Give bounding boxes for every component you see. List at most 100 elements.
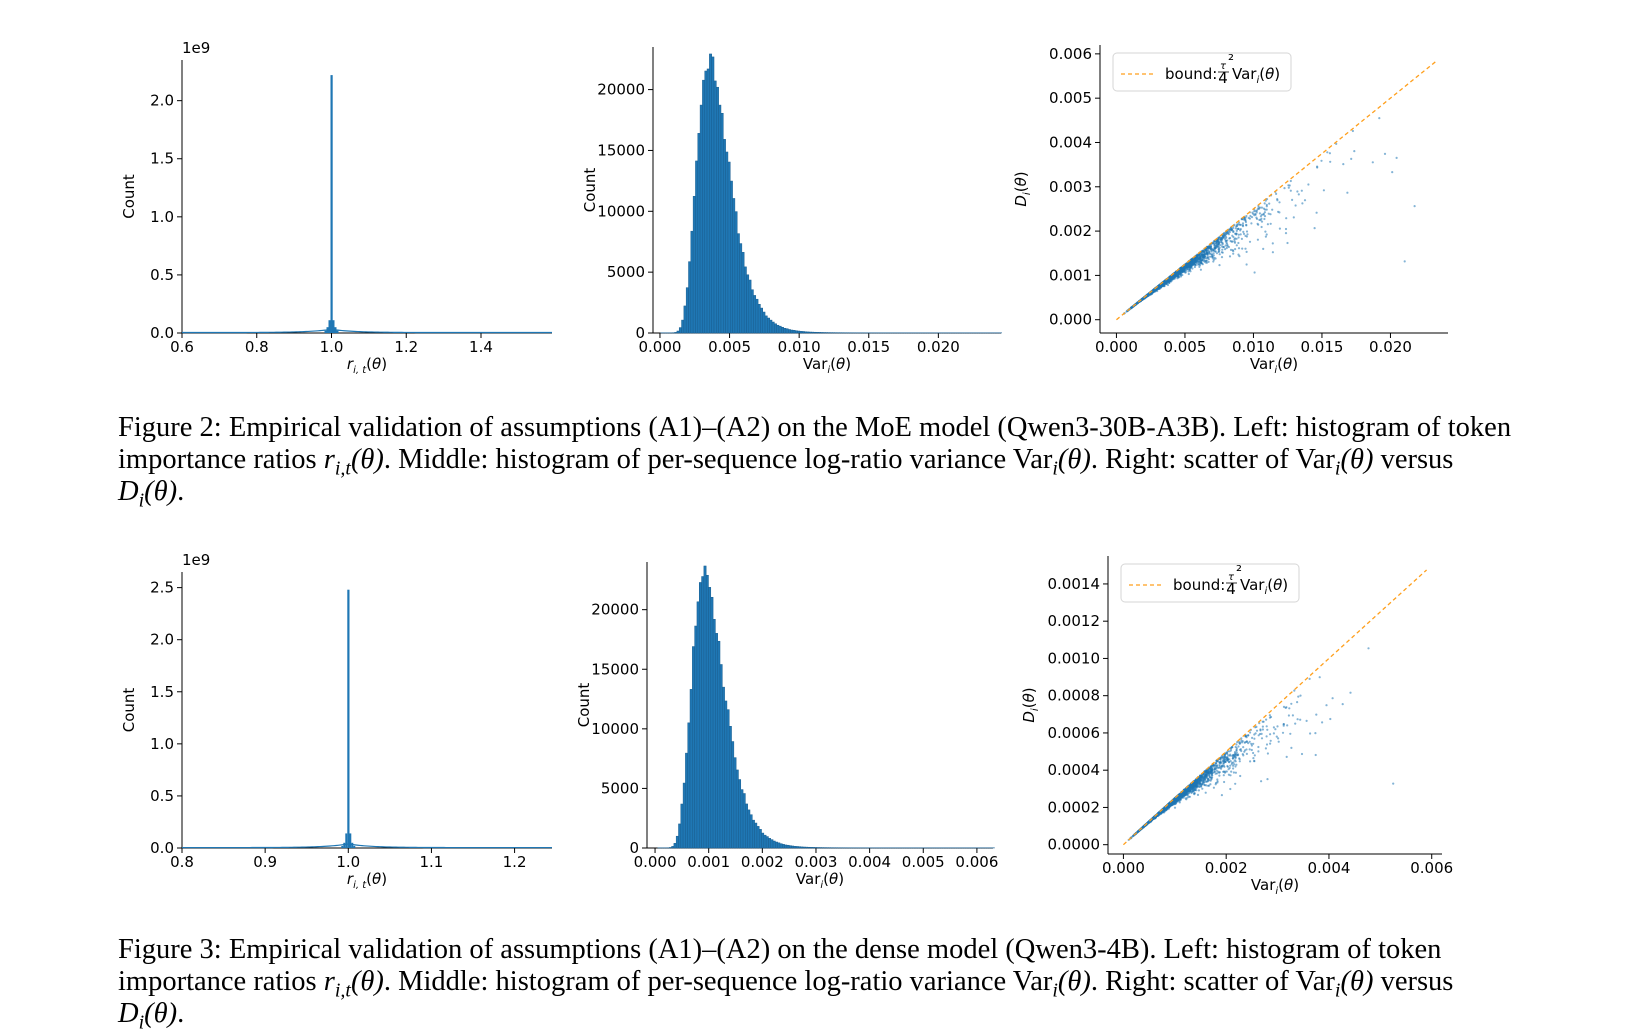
histogram-bar: [334, 327, 337, 333]
scatter-point: [1331, 697, 1334, 700]
histogram-bar: [814, 847, 818, 849]
scatter-point: [1286, 724, 1289, 727]
histogram-bar: [800, 846, 804, 849]
histogram-bar: [349, 833, 352, 848]
scatter-point: [1213, 770, 1216, 773]
scatter-point: [1234, 248, 1237, 251]
histogram-bar: [732, 198, 736, 334]
scatter-point: [1184, 797, 1187, 800]
x-tick-label: 1.4: [469, 338, 493, 356]
scatter-point: [1253, 271, 1256, 274]
scatter-point: [1245, 235, 1248, 238]
scatter-panel: 0.000 0.002 0.004 0.0060.00000.00020.00040.…: [1020, 556, 1453, 897]
histogram-bar: [785, 328, 789, 334]
scatter-point: [1289, 189, 1292, 192]
scatter-point: [1271, 242, 1274, 245]
scatter-point: [1285, 217, 1288, 220]
scatter-point: [1210, 250, 1213, 253]
scatter-point: [1392, 782, 1395, 785]
histogram-bar: [802, 846, 806, 849]
y-multiplier: 1e9: [182, 39, 210, 57]
histogram-bar: [716, 86, 719, 334]
scatter-point: [1285, 706, 1288, 709]
scatter-points: [1127, 647, 1395, 842]
x-tick-label: 0.015: [847, 338, 890, 356]
scatter-point: [1299, 694, 1302, 697]
histogram-bar: [695, 160, 699, 334]
scatter-point: [1245, 263, 1248, 266]
histogram-bar: [792, 330, 796, 334]
scatter-point: [1378, 117, 1381, 120]
scatter-point: [1209, 252, 1212, 255]
scatter-point: [1190, 258, 1193, 261]
histogram-bar: [683, 305, 687, 334]
ratio-histogram-panel: 0.8 0.9 1.0 1.1 1.20.00.51.01.52.02.51e9Coun…: [120, 551, 552, 891]
scatter-point: [1207, 249, 1210, 252]
scatter-point: [1274, 728, 1277, 731]
scatter-point: [1147, 294, 1150, 297]
histogram-bar: [704, 70, 708, 334]
histogram-bar: [767, 317, 770, 334]
scatter-point: [1265, 205, 1268, 208]
scatter-point: [1222, 774, 1225, 777]
y-tick-label: 15000: [597, 141, 645, 159]
scatter-point: [1247, 734, 1250, 737]
scatter-point: [1299, 718, 1302, 721]
scatter-point: [1260, 737, 1264, 740]
scatter-point: [1196, 261, 1199, 265]
scatter-point: [1263, 211, 1266, 214]
scatter-point: [1253, 210, 1256, 213]
scatter-point: [1266, 223, 1269, 226]
scatter-point: [1245, 230, 1249, 233]
histogram-bar: [692, 646, 695, 849]
histogram-bar: [752, 819, 755, 849]
histogram-bar: [811, 331, 815, 334]
scatter-point: [1255, 211, 1258, 214]
scatter-point: [1353, 150, 1356, 153]
y-tick-label: 2.0: [150, 631, 174, 649]
scatter-point: [1307, 183, 1310, 186]
scatter-point: [1231, 240, 1234, 243]
y-tick-label: 10000: [591, 720, 639, 738]
y-tick-label: 0.0: [150, 324, 174, 342]
histogram-bar: [815, 332, 819, 334]
histogram-bar: [332, 320, 335, 333]
scatter-point: [1217, 766, 1220, 769]
histogram-bar: [771, 321, 775, 334]
histogram-bar: [805, 846, 808, 849]
scatter-point: [1184, 269, 1187, 272]
scatter-point: [1229, 248, 1233, 251]
histogram-bar: [681, 319, 685, 334]
legend-label: bound:: [1165, 65, 1217, 83]
scatter-point: [1253, 759, 1256, 763]
y-tick-label: 0.000: [1049, 311, 1092, 329]
histogram-bar: [706, 68, 710, 334]
histogram-bar: [749, 814, 753, 849]
scatter-point: [1263, 215, 1267, 218]
scatter-point: [1201, 263, 1204, 266]
scatter-point: [1198, 265, 1201, 268]
scatter-point: [1248, 240, 1252, 243]
y-tick-label: 1.5: [150, 683, 174, 701]
histogram-bar: [341, 845, 344, 848]
scatter-point: [1277, 740, 1280, 743]
scatter-point: [1210, 255, 1213, 258]
x-tick-label: 0.6: [170, 338, 194, 356]
histogram-bar: [761, 832, 765, 849]
scatter-point: [1232, 767, 1235, 770]
y-tick-label: 0.0000: [1048, 836, 1101, 854]
scatter-point: [1201, 787, 1204, 790]
histogram-bar: [779, 843, 783, 849]
scatter-point: [1189, 270, 1192, 273]
scatter-point: [1216, 780, 1219, 783]
y-tick-label: 20000: [597, 81, 645, 99]
histogram-bar: [809, 847, 813, 849]
scatter-point: [1265, 735, 1268, 738]
histogram-bar: [760, 307, 763, 334]
y-tick-label: 5000: [607, 263, 645, 281]
y-tick-label: 0.003: [1049, 178, 1092, 196]
histogram-bar: [725, 151, 729, 334]
histogram-bar: [678, 823, 682, 849]
histogram-bar: [703, 565, 707, 849]
scatter-point: [1283, 187, 1286, 190]
